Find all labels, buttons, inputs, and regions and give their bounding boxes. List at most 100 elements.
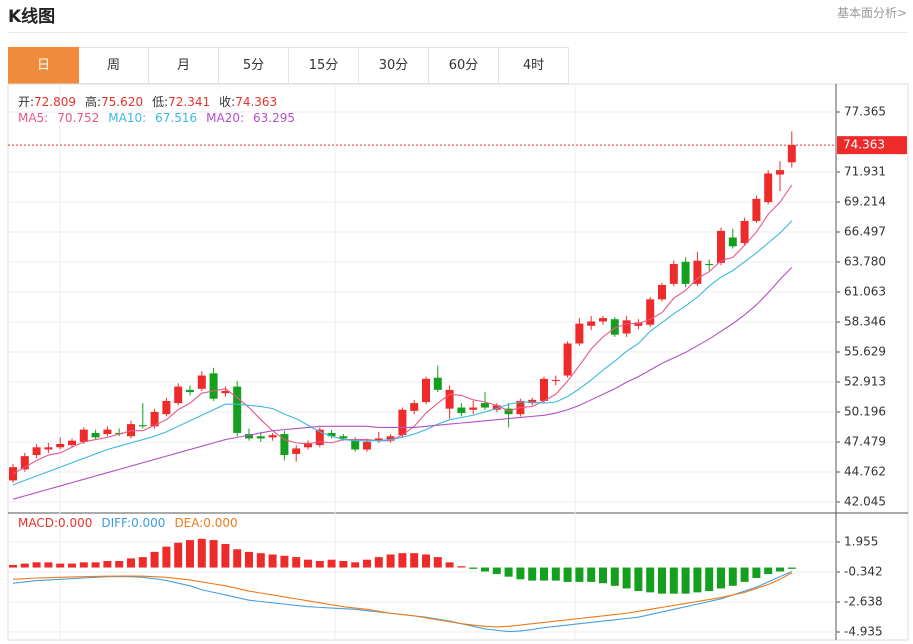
macd-bar <box>728 567 737 586</box>
ohlc-label: 高: <box>85 95 102 109</box>
candle-body <box>327 432 336 437</box>
candle-body <box>233 386 242 433</box>
candle-body <box>221 390 230 394</box>
macd-bar <box>787 567 796 569</box>
y-tick-label: 44.762 <box>844 465 886 479</box>
plot-layer: 77.365 71.931 69.214 66.497 63.780 61.063 58.3… <box>8 104 907 639</box>
macd-bar <box>339 561 348 568</box>
macd-bar <box>386 554 395 568</box>
candle-body <box>44 447 53 450</box>
ohlc-legend: 开:72.809 高:75.620 低:72.341 收:74.363 <box>18 93 286 110</box>
candle-body <box>599 318 607 322</box>
candle-body <box>245 434 253 439</box>
y-tick-label: 63.780 <box>844 255 886 269</box>
analysis-link[interactable]: 基本面分析> <box>836 6 907 20</box>
candle-body <box>705 263 714 266</box>
candle-body <box>32 447 41 456</box>
macd-bar <box>221 544 230 568</box>
candle-body <box>728 237 737 247</box>
period-tab[interactable]: 日 <box>8 47 79 84</box>
candle-body <box>587 321 596 326</box>
legend-name: MA10: <box>108 111 147 125</box>
y-tick-label: 1.955 <box>844 535 878 549</box>
candle-body <box>457 407 466 414</box>
legend-entry: MACD:0.000 <box>18 516 93 530</box>
ohlc-value: 75.620 <box>101 95 144 109</box>
y-tick-label: 52.913 <box>844 375 886 389</box>
candle-body <box>563 343 572 376</box>
candle-body <box>339 436 348 439</box>
last-price-label: 74.363 <box>843 138 885 152</box>
macd-bar <box>752 567 761 578</box>
candle-body <box>138 425 147 427</box>
candle-body <box>292 448 301 454</box>
indicator-line <box>12 220 793 486</box>
period-tab[interactable]: 5分 <box>219 47 289 84</box>
macd-bar <box>256 553 265 568</box>
y-tick-label: -0.342 <box>844 565 883 579</box>
period-tab[interactable]: 60分 <box>429 47 499 84</box>
legend-name: MA20: <box>206 111 244 125</box>
macd-bar <box>315 561 324 568</box>
candle-body <box>256 436 265 439</box>
macd-bar <box>528 567 537 581</box>
macd-bar <box>363 559 371 568</box>
candle-body <box>162 400 171 415</box>
candle-body <box>374 438 383 441</box>
chart-frame <box>7 83 909 641</box>
macd-bar <box>174 542 183 568</box>
y-tick-label: 77.365 <box>844 104 886 118</box>
legend-value: 67.516 <box>155 111 198 125</box>
candle-body <box>551 379 560 382</box>
candle-body <box>787 145 796 163</box>
y-tick-label: -2.638 <box>844 594 883 608</box>
macd-bar <box>705 567 714 592</box>
candle-body <box>693 260 702 284</box>
candle-body <box>669 263 678 284</box>
candle-body <box>186 389 194 393</box>
macd-bar <box>646 567 655 593</box>
legend-entry: DIFF:0.000 <box>101 516 166 530</box>
indicator-line <box>12 266 793 500</box>
candle-body <box>610 319 619 335</box>
y-tick-label: 47.479 <box>844 435 886 449</box>
period-tab[interactable]: 月 <box>149 47 219 84</box>
macd-bar <box>186 540 194 568</box>
candle-body <box>209 373 218 399</box>
candle-body <box>528 399 537 404</box>
candle-body <box>681 261 690 284</box>
period-tab[interactable]: 30分 <box>359 47 429 84</box>
candle-body <box>540 378 548 401</box>
macd-bar <box>681 567 690 594</box>
y-tick-label: 69.214 <box>844 195 886 209</box>
candle-body <box>492 405 501 410</box>
macd-bar <box>103 561 112 568</box>
candle-body <box>764 173 773 203</box>
candle-body <box>91 432 100 438</box>
ma-legend: MA5: 70.752 MA10: 67.516 MA20: 63.295 <box>18 111 304 125</box>
macd-bar <box>327 559 336 568</box>
macd-bar <box>127 558 135 568</box>
y-tick-label: -4.935 <box>844 625 883 639</box>
y-tick-label: 71.931 <box>844 165 886 179</box>
macd-bar <box>20 563 29 568</box>
macd-bar <box>280 555 289 568</box>
y-tick-label: 55.629 <box>844 345 886 359</box>
macd-bar <box>9 564 17 568</box>
candle-body <box>469 407 478 410</box>
macd-bar <box>634 567 643 592</box>
candle-body <box>363 441 371 450</box>
macd-bar <box>138 557 147 568</box>
macd-bar <box>669 567 678 594</box>
candle-body <box>280 434 289 456</box>
macd-bar <box>32 562 41 568</box>
ohlc-label: 低: <box>152 95 169 109</box>
candle-body <box>386 436 395 441</box>
candle-body <box>197 375 206 389</box>
macd-bar <box>587 567 596 582</box>
candle-body <box>174 386 183 404</box>
macd-bar <box>693 567 702 593</box>
candle-body <box>646 299 655 325</box>
ohlc-label: 开: <box>18 95 35 109</box>
legend-name: MA5: <box>18 111 49 125</box>
